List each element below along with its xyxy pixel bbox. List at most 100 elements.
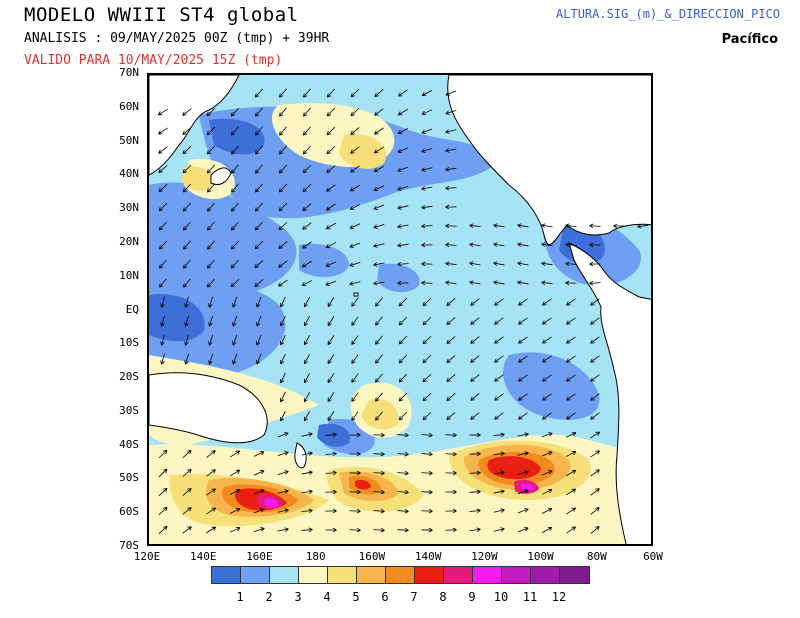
direction-arrow [278,221,288,231]
direction-arrow [349,184,360,192]
direction-arrow [494,374,504,382]
direction-arrow [350,165,360,173]
legend-label: 2 [265,590,273,604]
direction-arrow [493,508,505,513]
legend-label: 10 [493,590,509,604]
direction-arrow [469,489,481,495]
direction-arrow [158,221,168,231]
legend-swatch [357,567,386,583]
lat-label: 40S [119,437,139,451]
direction-arrow [279,88,287,98]
direction-arrow [566,374,576,382]
direction-arrow [302,145,312,155]
direction-arrow [541,507,553,514]
direction-arrow [374,108,384,116]
direction-arrow [160,334,165,346]
direction-arrow [541,223,553,228]
product-name: ALTURA.SIG_(m)_&_DIRECCION_PICO [556,7,780,21]
direction-arrow [590,374,600,382]
direction-arrow [255,126,263,136]
lon-label: 120W [471,550,498,563]
direction-arrow [349,470,361,476]
direction-arrow [397,205,409,210]
legend-swatch [212,567,241,583]
legend-swatch [531,567,560,583]
direction-arrow [230,259,240,269]
legend-swatch [473,567,502,583]
direction-arrow [350,127,360,135]
direction-arrow [301,470,313,475]
direction-arrow [277,489,289,494]
legend-label: 7 [410,590,418,604]
direction-arrow [350,107,360,117]
direction-arrow [302,241,312,249]
direction-arrow [493,451,505,456]
direction-arrow [445,451,457,457]
direction-arrow [351,297,359,307]
direction-arrow [208,315,214,327]
chart-title: MODELO WWIII ST4 global [24,4,299,26]
direction-arrow [182,183,192,193]
direction-arrow [566,393,576,401]
direction-arrow [278,164,287,174]
direction-arrow [445,527,457,533]
direction-arrow [253,470,265,476]
lat-label: 60N [119,99,139,113]
direction-arrow [184,315,189,327]
direction-arrow [446,393,456,401]
valid-time: VALIDO PARA 10/MAY/2025 15Z (tmp) [24,53,283,68]
direction-arrow [351,392,359,402]
direction-arrow [422,335,432,345]
direction-arrow [446,336,456,344]
direction-arrow [541,432,553,438]
direction-arrow [256,334,262,346]
direction-arrow [373,281,385,286]
direction-arrow [589,280,601,286]
direction-arrow [421,147,433,153]
direction-arrow [494,412,504,420]
direction-arrow [277,451,289,457]
direction-arrow [158,202,168,212]
direction-arrow [278,183,288,193]
direction-arrow [159,259,167,269]
direction-arrow [303,410,310,422]
direction-arrow [494,355,504,363]
direction-arrow [445,204,457,210]
direction-arrow [206,488,216,496]
direction-arrow [280,372,286,384]
direction-arrow [232,353,238,365]
wave-direction-arrows [157,88,649,534]
direction-arrow [518,412,528,420]
direction-arrow [207,221,215,231]
direction-arrow [445,470,457,476]
direction-arrow [398,392,408,402]
direction-arrow [280,353,286,365]
direction-arrow [375,392,383,402]
direction-arrow [493,261,505,266]
direction-arrow [469,451,481,457]
legend-label: 4 [323,590,331,604]
direction-arrow [254,202,263,212]
direction-arrow [160,353,165,365]
direction-arrow [230,126,239,136]
direction-arrow [590,450,600,458]
direction-arrow [565,242,577,248]
direction-arrow [566,507,576,515]
direction-arrow [445,129,457,134]
direction-arrow [207,183,215,193]
direction-arrow [566,526,576,534]
map-canvas [149,75,651,544]
direction-arrow [421,128,433,134]
direction-arrow [182,164,192,174]
direction-arrow [517,223,529,228]
direction-arrow [517,508,529,514]
direction-arrow [303,353,310,365]
direction-arrow [397,261,409,267]
direction-arrow [302,126,311,136]
direction-arrow [280,296,286,308]
direction-arrow [207,240,215,250]
direction-arrow [421,280,433,286]
lon-label: 180 [305,550,326,563]
direction-arrow [445,489,457,495]
direction-arrow [398,373,408,383]
